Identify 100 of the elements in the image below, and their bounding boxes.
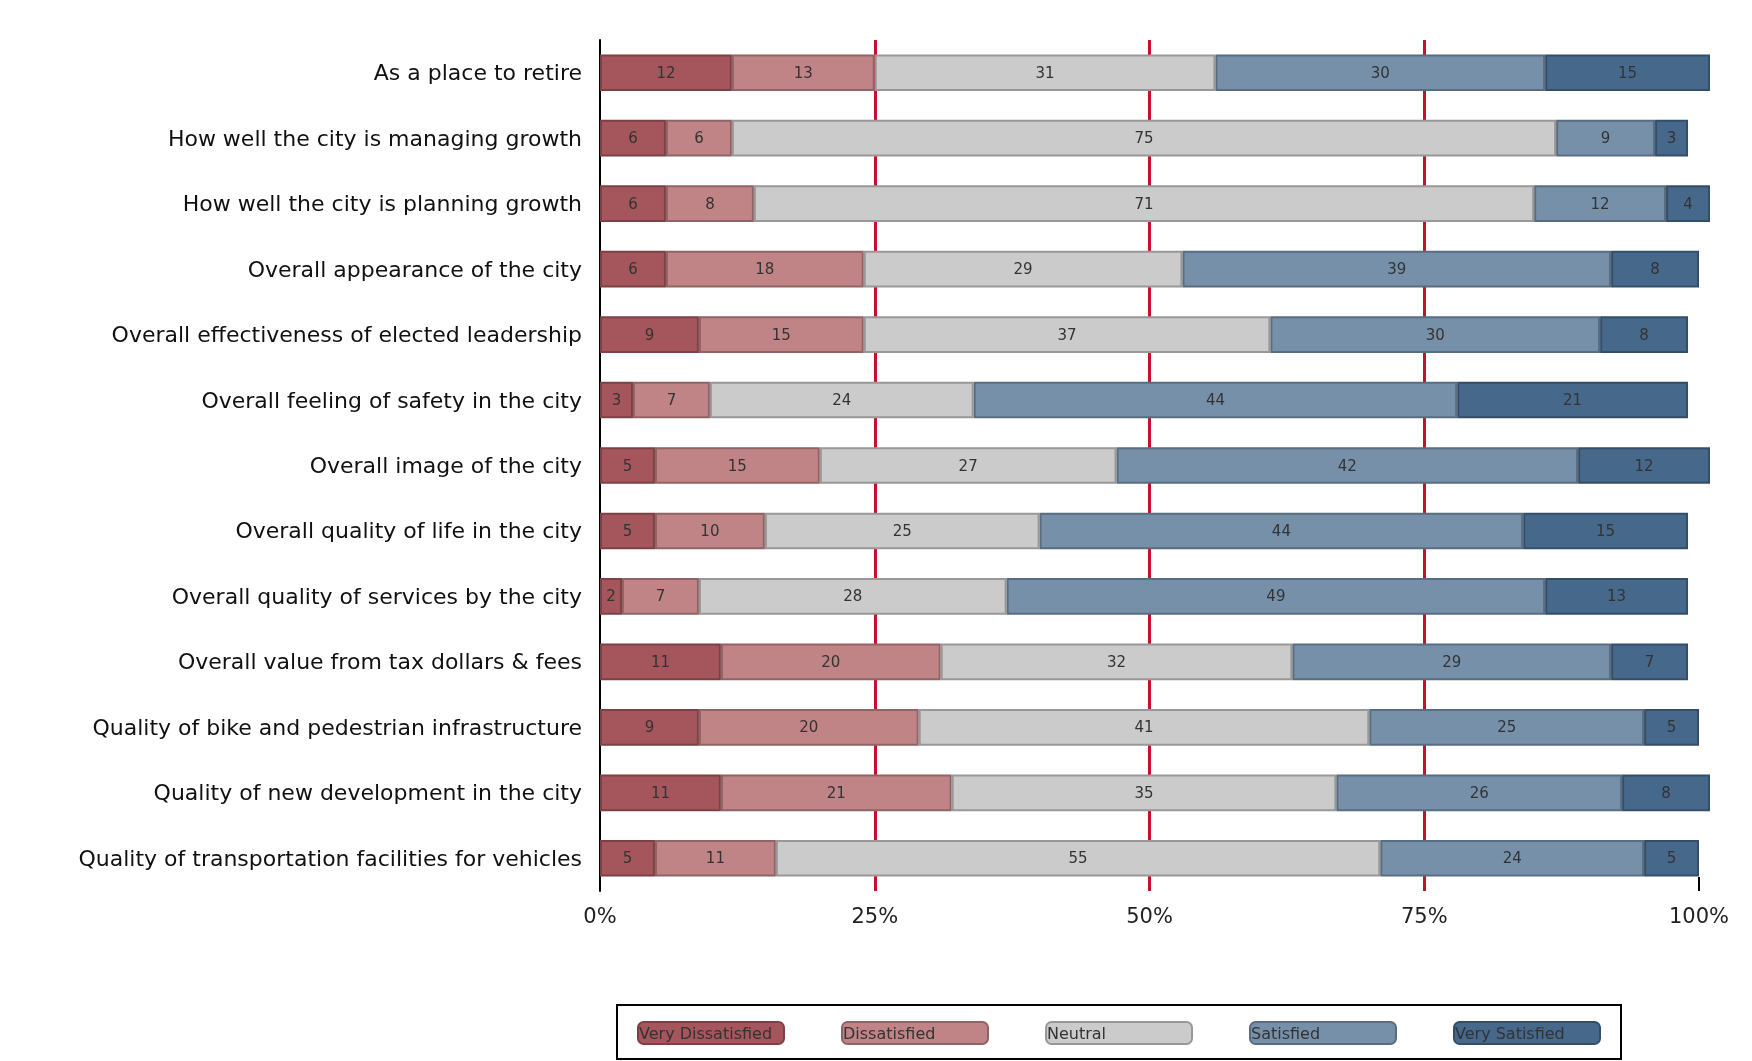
bar [698, 709, 919, 746]
bar [951, 774, 1337, 812]
bar [775, 839, 1381, 877]
data-label: 13 [793, 63, 813, 82]
bar [731, 119, 1557, 157]
bar [709, 381, 974, 419]
data-label: 4 [1683, 194, 1693, 213]
bar [654, 512, 765, 550]
y-tick-label: How well the city is managing growth [167, 125, 582, 151]
y-tick-label: Overall quality of services by the city [171, 583, 582, 609]
y-tick-label: Quality of bike and pedestrian infrastructure [92, 714, 582, 740]
bar [600, 54, 732, 92]
data-label: 3 [1666, 129, 1677, 148]
bar [600, 119, 666, 157]
y-tick-label: Overall image of the city [309, 453, 582, 478]
data-label: 25 [1497, 718, 1517, 737]
data-label: 2 [606, 587, 616, 606]
bar [600, 578, 622, 615]
data-label: 39 [1387, 260, 1407, 279]
bar [600, 643, 721, 681]
bar [764, 512, 1040, 550]
y-tick-label: Overall value from tax dollars & fees [177, 649, 582, 675]
bar [1270, 316, 1601, 353]
bar [1457, 381, 1689, 419]
y-tick-label: Overall feeling of safety in the city [201, 387, 582, 413]
data-label: 35 [1134, 783, 1154, 802]
bar [1292, 643, 1612, 681]
bar [1116, 447, 1579, 484]
x-tick-label: 100% [1668, 903, 1730, 928]
bar [1006, 578, 1546, 615]
bar [1578, 447, 1710, 484]
bar [1182, 250, 1612, 288]
bar [1622, 774, 1710, 812]
data-label: 6 [694, 129, 704, 148]
data-label: 18 [755, 260, 775, 279]
data-label: 5 [622, 456, 633, 475]
text: Neutral [1047, 1023, 1107, 1043]
data-label: 5 [1666, 718, 1677, 737]
bar [1556, 119, 1656, 157]
data-label: 12 [656, 63, 676, 82]
bar [1369, 709, 1645, 746]
bar [1600, 316, 1689, 353]
data-label: 24 [832, 391, 852, 410]
bar [731, 54, 875, 92]
data-label: 12 [1590, 194, 1610, 213]
bar [600, 185, 666, 222]
data-label: 24 [1502, 849, 1522, 868]
bar [1644, 709, 1700, 746]
bar [654, 447, 820, 484]
data-label: 5 [1666, 849, 1677, 868]
bar [1611, 643, 1689, 681]
bar [698, 578, 1007, 615]
data-label: 15 [727, 456, 747, 475]
data-label: 15 [771, 325, 791, 344]
x-tick-label: 75% [1400, 903, 1448, 928]
data-label: 11 [705, 849, 725, 868]
bar [1380, 839, 1645, 877]
data-label: 27 [958, 456, 978, 475]
x-tick-label: 25% [851, 903, 899, 928]
y-tick-label: As a place to retire [373, 60, 582, 86]
bar [600, 250, 666, 288]
data-label: 49 [1266, 587, 1286, 606]
text: Satisfied [1251, 1023, 1321, 1043]
bar [1611, 250, 1700, 288]
data-label: 10 [700, 521, 720, 540]
data-label: 7 [1644, 652, 1655, 671]
bar [600, 447, 655, 484]
bar [1545, 578, 1689, 615]
data-label: 21 [1563, 391, 1583, 410]
data-label: 6 [628, 194, 638, 213]
text: Very Satisfied [1455, 1023, 1565, 1043]
data-label: 8 [1661, 783, 1671, 802]
data-label: 15 [1618, 63, 1638, 82]
bar [632, 381, 710, 419]
y-tick-label: Overall effectiveness of elected leadership [111, 322, 582, 348]
bar [698, 316, 864, 353]
data-label: 7 [655, 587, 666, 606]
bar [973, 381, 1458, 419]
data-label: 25 [892, 521, 912, 540]
data-label: 37 [1057, 325, 1077, 344]
bar [600, 512, 655, 550]
bar [1523, 512, 1689, 550]
bar [665, 119, 732, 157]
data-label: 3 [611, 391, 622, 410]
bar [1215, 54, 1546, 92]
data-label: 6 [628, 129, 638, 148]
bar [600, 774, 721, 812]
data-label: 6 [628, 260, 638, 279]
data-label: 11 [650, 783, 670, 802]
x-tick-label: 50% [1126, 903, 1173, 928]
bar [1666, 185, 1710, 222]
bar [874, 54, 1216, 92]
data-label: 20 [799, 718, 819, 737]
data-label: 31 [1035, 63, 1055, 82]
data-label: 55 [1068, 849, 1088, 868]
bar [1534, 185, 1667, 222]
data-label: 9 [644, 325, 655, 344]
bar [1336, 774, 1623, 812]
data-label: 5 [622, 849, 633, 868]
bar [621, 578, 699, 615]
